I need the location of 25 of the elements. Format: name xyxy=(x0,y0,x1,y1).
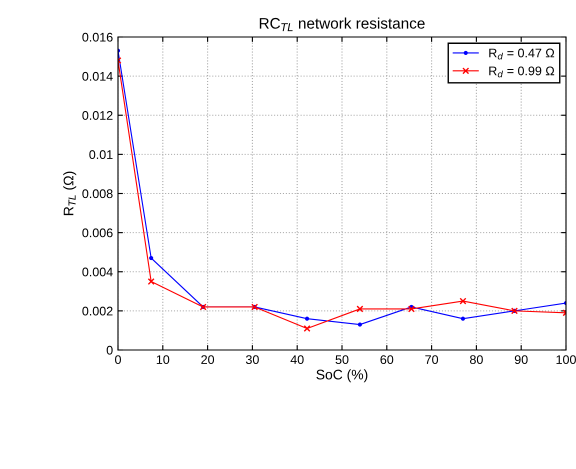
x-tick-label: 90 xyxy=(514,355,528,364)
chart-title: RC$_{TL}$ network resistance xyxy=(260,18,425,32)
y-tick-label: 0.014 xyxy=(82,72,113,81)
x-tick-label: 40 xyxy=(290,355,304,364)
x-tick-label: 50 xyxy=(336,355,348,364)
y-tick-label: 0.002 xyxy=(82,306,113,316)
y-tick-label: 0.012 xyxy=(82,111,113,120)
y-tick-label: 0.008 xyxy=(82,189,113,198)
x-tick-label: 30 xyxy=(246,355,259,364)
y-tick-label: 0.006 xyxy=(82,228,113,238)
y-tick-label: 0 xyxy=(106,346,113,355)
legend-label: R$_{d}$ = 0.47 Ω xyxy=(489,48,554,60)
x-tick-label: 100 xyxy=(556,355,576,364)
y-tick-label: 0.004 xyxy=(82,268,113,276)
x-tick-label: 60 xyxy=(380,355,394,364)
x-tick-label: 80 xyxy=(470,355,483,364)
y-axis-title: R$_{TL}$ (Ω) xyxy=(63,172,76,216)
y-tick-label: 0.01 xyxy=(89,150,113,160)
x-tick-label: 20 xyxy=(201,355,214,364)
legend-label: R$_{d}$ = 0.99 Ω xyxy=(489,66,554,78)
x-tick-label: 70 xyxy=(425,355,438,364)
x-tick-label: 10 xyxy=(156,355,170,364)
x-tick-label: 0 xyxy=(115,355,121,364)
y-tick-label: 0.016 xyxy=(82,32,113,42)
x-axis-title: SoC (%) xyxy=(316,369,368,382)
